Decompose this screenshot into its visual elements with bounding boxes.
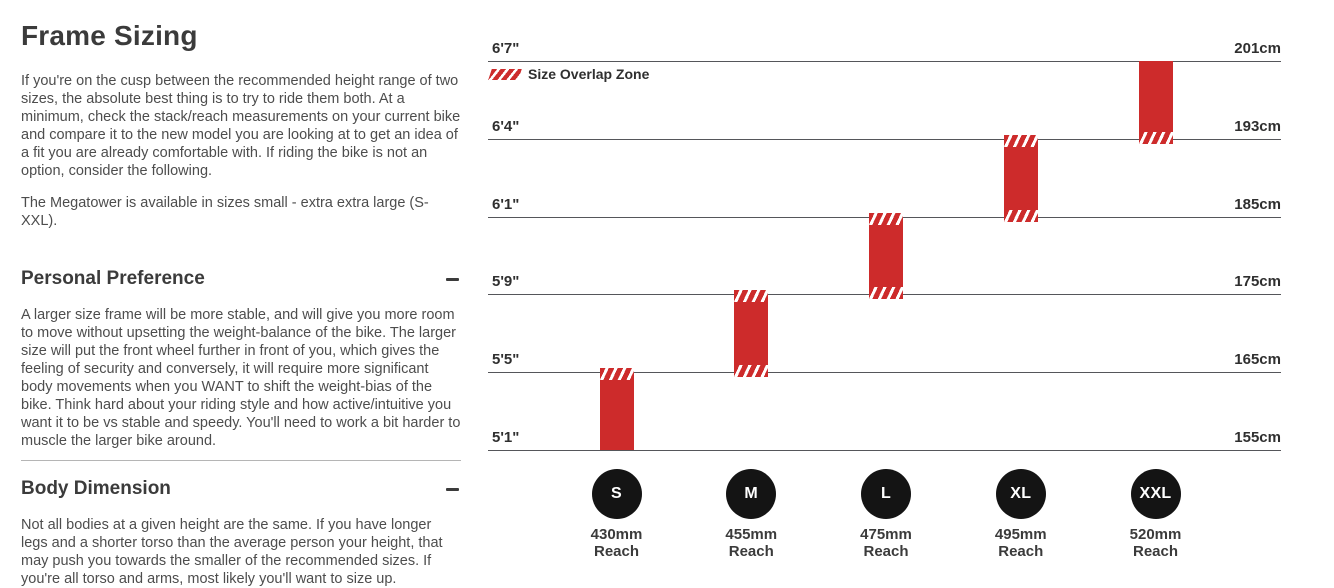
size-circle-xxl: XXL: [1130, 469, 1181, 519]
reach-label-s: 430mm Reach: [590, 526, 643, 560]
availability-paragraph: The Megatower is available in sizes smal…: [21, 195, 429, 229]
size-bar-m: [734, 290, 769, 377]
size-circle-xl: XL: [995, 469, 1046, 519]
height-label-cm: 185cm: [1234, 196, 1281, 213]
minus-icon: [446, 277, 459, 281]
height-label-ft: 5'5": [492, 351, 520, 368]
size-bar-xxl: [1138, 61, 1173, 144]
height-label-cm: 165cm: [1234, 351, 1281, 368]
page-title: Frame Sizing: [21, 20, 198, 51]
overlap-hatch: [1003, 135, 1038, 147]
reach-label-m: 455mm Reach: [725, 526, 778, 560]
intro-paragraph: If you're on the cusp between the recomm…: [21, 73, 461, 179]
height-label-cm: 175cm: [1234, 273, 1281, 290]
overlap-hatch: [599, 368, 634, 380]
section-header: Personal Preference: [21, 268, 461, 290]
height-label-ft: 6'7": [492, 40, 520, 57]
sizing-text-column: Frame Sizing If you're on the cusp betwe…: [21, 20, 461, 588]
height-gridline: [488, 450, 1281, 451]
overlap-hatch: [1138, 132, 1173, 144]
height-label-ft: 5'1": [492, 429, 520, 446]
section-header: Body Dimension: [21, 478, 461, 500]
size-bar-xl: [1003, 135, 1038, 222]
height-gridline: [488, 139, 1281, 140]
height-label-ft: 6'4": [492, 118, 520, 135]
size-bar-s: [599, 368, 634, 450]
overlap-hatch: [1003, 210, 1038, 222]
section-heading-personal-preference: Personal Preference: [21, 268, 205, 289]
size-circle-s: S: [591, 469, 642, 519]
section-heading-body-dimension: Body Dimension: [21, 478, 171, 499]
overlap-zone-swatch-icon: [488, 68, 522, 80]
section-personal-preference: Personal Preference A larger size frame …: [21, 268, 461, 450]
reach-label-xl: 495mm Reach: [994, 526, 1047, 560]
height-label-cm: 201cm: [1234, 40, 1281, 57]
overlap-hatch: [734, 290, 769, 302]
reach-label-xxl: 520mm Reach: [1129, 526, 1182, 560]
minus-icon: [446, 487, 459, 491]
size-bar-l: [869, 213, 903, 299]
height-gridline: [488, 61, 1281, 62]
legend-label: Size Overlap Zone: [528, 66, 650, 82]
height-label-cm: 155cm: [1234, 429, 1281, 446]
chart-legend: Size Overlap Zone: [488, 66, 650, 82]
height-label-cm: 193cm: [1234, 118, 1281, 135]
overlap-hatch: [869, 287, 903, 299]
height-gridline: [488, 372, 1281, 373]
overlap-hatch: [734, 365, 769, 377]
collapse-toggle-body-dimension[interactable]: [444, 484, 461, 495]
height-label-ft: 6'1": [492, 196, 520, 213]
personal-preference-paragraph: A larger size frame will be more stable,…: [21, 307, 461, 449]
collapse-toggle-personal-preference[interactable]: [444, 274, 461, 285]
height-label-ft: 5'9": [492, 273, 520, 290]
overlap-hatch: [869, 213, 903, 225]
reach-label-l: 475mm Reach: [860, 526, 912, 560]
size-circle-m: M: [726, 469, 777, 519]
size-circle-l: L: [861, 469, 911, 519]
